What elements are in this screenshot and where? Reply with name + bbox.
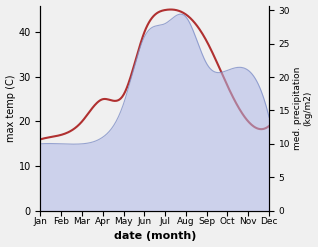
Y-axis label: max temp (C): max temp (C)	[5, 74, 16, 142]
Y-axis label: med. precipitation
(kg/m2): med. precipitation (kg/m2)	[293, 66, 313, 150]
X-axis label: date (month): date (month)	[114, 231, 196, 242]
